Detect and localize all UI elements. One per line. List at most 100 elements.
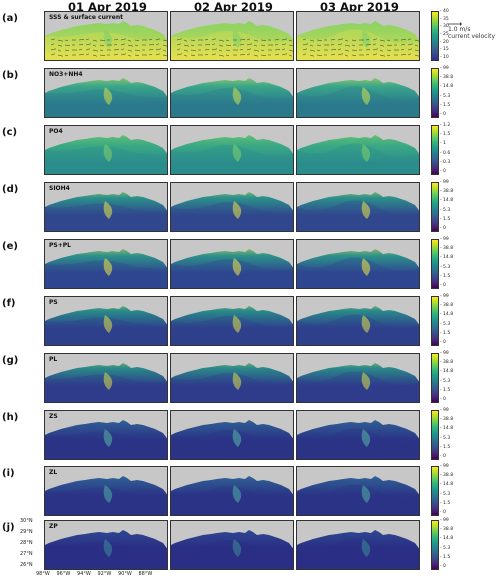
colorbar-tick-label: - 0 bbox=[440, 169, 446, 174]
map-panel bbox=[296, 353, 420, 403]
variable-label: PS+PL bbox=[49, 242, 71, 249]
map-panel bbox=[296, 125, 420, 175]
colorbar-tick-label: - 0 bbox=[440, 226, 446, 231]
velocity-legend-caption: current velocity bbox=[448, 33, 496, 40]
latitude-tick-label: 26°N bbox=[20, 562, 33, 568]
variable-label: PO4 bbox=[49, 128, 63, 135]
colorbar-tick-label: - 0 bbox=[440, 454, 446, 459]
map-panel bbox=[296, 466, 420, 516]
colorbar-tick-label: - 99 bbox=[440, 66, 449, 71]
map-panel bbox=[296, 11, 420, 61]
variable-label: ZP bbox=[49, 523, 58, 530]
longitude-tick-label: 92°W bbox=[97, 571, 112, 577]
variable-label: NO3+NH4 bbox=[49, 71, 83, 78]
map-panel bbox=[296, 410, 420, 460]
colorbar-tick-label: - 38.8 bbox=[440, 360, 454, 366]
colorbar-tick-label: - 14.8 bbox=[440, 426, 454, 432]
colorbar-tick-label: - 14.8 bbox=[440, 312, 454, 318]
map-panel: ZP bbox=[44, 520, 168, 570]
panel-row-label: (d) bbox=[2, 184, 19, 195]
panel-row-label: (e) bbox=[2, 241, 18, 252]
colorbar-tick-label: - 1.5 bbox=[440, 500, 451, 506]
panel-row-label: (a) bbox=[2, 13, 18, 24]
panel-row-label: (c) bbox=[2, 127, 18, 138]
colorbar-tick-label: - 1.5 bbox=[440, 273, 451, 279]
colorbar bbox=[431, 182, 439, 232]
map-panel: ZS bbox=[44, 410, 168, 460]
colorbar-tick-label: - 40 bbox=[440, 9, 449, 14]
map-panel: ZL bbox=[44, 466, 168, 516]
colorbar-tick-label: - 1.5 bbox=[440, 387, 451, 393]
colorbar-tick-label: - 99 bbox=[440, 518, 449, 523]
longitude-tick-label: 88°W bbox=[138, 571, 153, 577]
colorbar bbox=[431, 296, 439, 346]
latitude-tick-label: 30°N bbox=[20, 518, 33, 524]
map-panel bbox=[170, 520, 294, 570]
velocity-legend-speed: 1.0 m/s bbox=[448, 26, 471, 33]
variable-label: PL bbox=[49, 356, 58, 363]
column-title: 02 Apr 2019 bbox=[194, 0, 273, 14]
colorbar-tick-label: - 15 bbox=[440, 47, 449, 53]
colorbar-tick-label: - 14.8 bbox=[440, 84, 454, 90]
map-panel: NO3+NH4 bbox=[44, 68, 168, 118]
column-title: 03 Apr 2019 bbox=[320, 0, 399, 14]
colorbar-tick-label: - 5.3 bbox=[440, 264, 451, 270]
colorbar-tick-label: - 14.8 bbox=[440, 482, 454, 488]
colorbar-tick-label: - 99 bbox=[440, 464, 449, 469]
map-panel bbox=[170, 296, 294, 346]
colorbar-tick-label: - 0.3 bbox=[440, 159, 451, 165]
colorbar-tick-label: - 1.5 bbox=[440, 132, 451, 138]
panel-row-label: (h) bbox=[2, 412, 19, 423]
map-panel: SSS & surface current bbox=[44, 11, 168, 61]
colorbar-tick-label: - 0 bbox=[440, 112, 446, 117]
map-panel bbox=[170, 410, 294, 460]
variable-label: PS bbox=[49, 299, 58, 306]
colorbar bbox=[431, 125, 439, 175]
column-title: 01 Apr 2019 bbox=[68, 0, 147, 14]
colorbar-tick-label: - 99 bbox=[440, 408, 449, 413]
variable-label: SIOH4 bbox=[49, 185, 70, 192]
colorbar-tick-label: - 1.5 bbox=[440, 102, 451, 108]
colorbar-tick-label: - 35 bbox=[440, 16, 449, 22]
colorbar-tick-label: - 14.8 bbox=[440, 536, 454, 542]
colorbar-tick-label: - 0 bbox=[440, 397, 446, 402]
colorbar-tick-label: - 5.3 bbox=[440, 321, 451, 327]
panel-row-label: (g) bbox=[2, 355, 19, 366]
latitude-tick-label: 28°N bbox=[20, 540, 33, 546]
colorbar-tick-label: - 1.5 bbox=[440, 444, 451, 450]
colorbar bbox=[431, 68, 439, 118]
map-panel bbox=[296, 182, 420, 232]
colorbar-tick-label: - 25 bbox=[440, 32, 449, 37]
longitude-tick-label: 90°W bbox=[118, 571, 132, 577]
longitude-tick-label: 94°W bbox=[77, 571, 91, 577]
colorbar-tick-label: - 38.8 bbox=[440, 246, 454, 252]
velocity-legend: 1.0 m/s current velocity bbox=[448, 22, 495, 40]
colorbar-tick-label: - 99 bbox=[440, 237, 449, 242]
map-panel: PS+PL bbox=[44, 239, 168, 289]
colorbar-tick-label: - 38.8 bbox=[440, 417, 454, 423]
map-panel: PS bbox=[44, 296, 168, 346]
variable-label: SSS & surface current bbox=[49, 14, 123, 21]
variable-label: ZL bbox=[49, 469, 58, 476]
colorbar-tick-label: - 0.6 bbox=[440, 150, 451, 156]
panel-row-label: (b) bbox=[2, 70, 19, 81]
colorbar-tick-label: - 38.8 bbox=[440, 75, 454, 81]
colorbar-tick-label: - 1.5 bbox=[440, 216, 451, 222]
colorbar-tick-label: - 1.2 bbox=[440, 123, 451, 128]
map-panel bbox=[170, 11, 294, 61]
map-panel: PO4 bbox=[44, 125, 168, 175]
colorbar-tick-label: - 99 bbox=[440, 180, 449, 185]
colorbar bbox=[431, 353, 439, 403]
colorbar-tick-label: - 1 bbox=[440, 141, 446, 147]
colorbar-tick-label: - 99 bbox=[440, 294, 449, 299]
colorbar bbox=[431, 11, 439, 61]
colorbar-tick-label: - 1.5 bbox=[440, 554, 451, 560]
colorbar bbox=[431, 239, 439, 289]
colorbar bbox=[431, 410, 439, 460]
latitude-tick-label: 27°N bbox=[20, 551, 33, 557]
map-panel bbox=[170, 68, 294, 118]
colorbar-tick-label: - 0 bbox=[440, 564, 446, 569]
colorbar-tick-label: - 20 bbox=[440, 39, 449, 45]
map-panel bbox=[296, 520, 420, 570]
colorbar-tick-label: - 10 bbox=[440, 55, 449, 60]
